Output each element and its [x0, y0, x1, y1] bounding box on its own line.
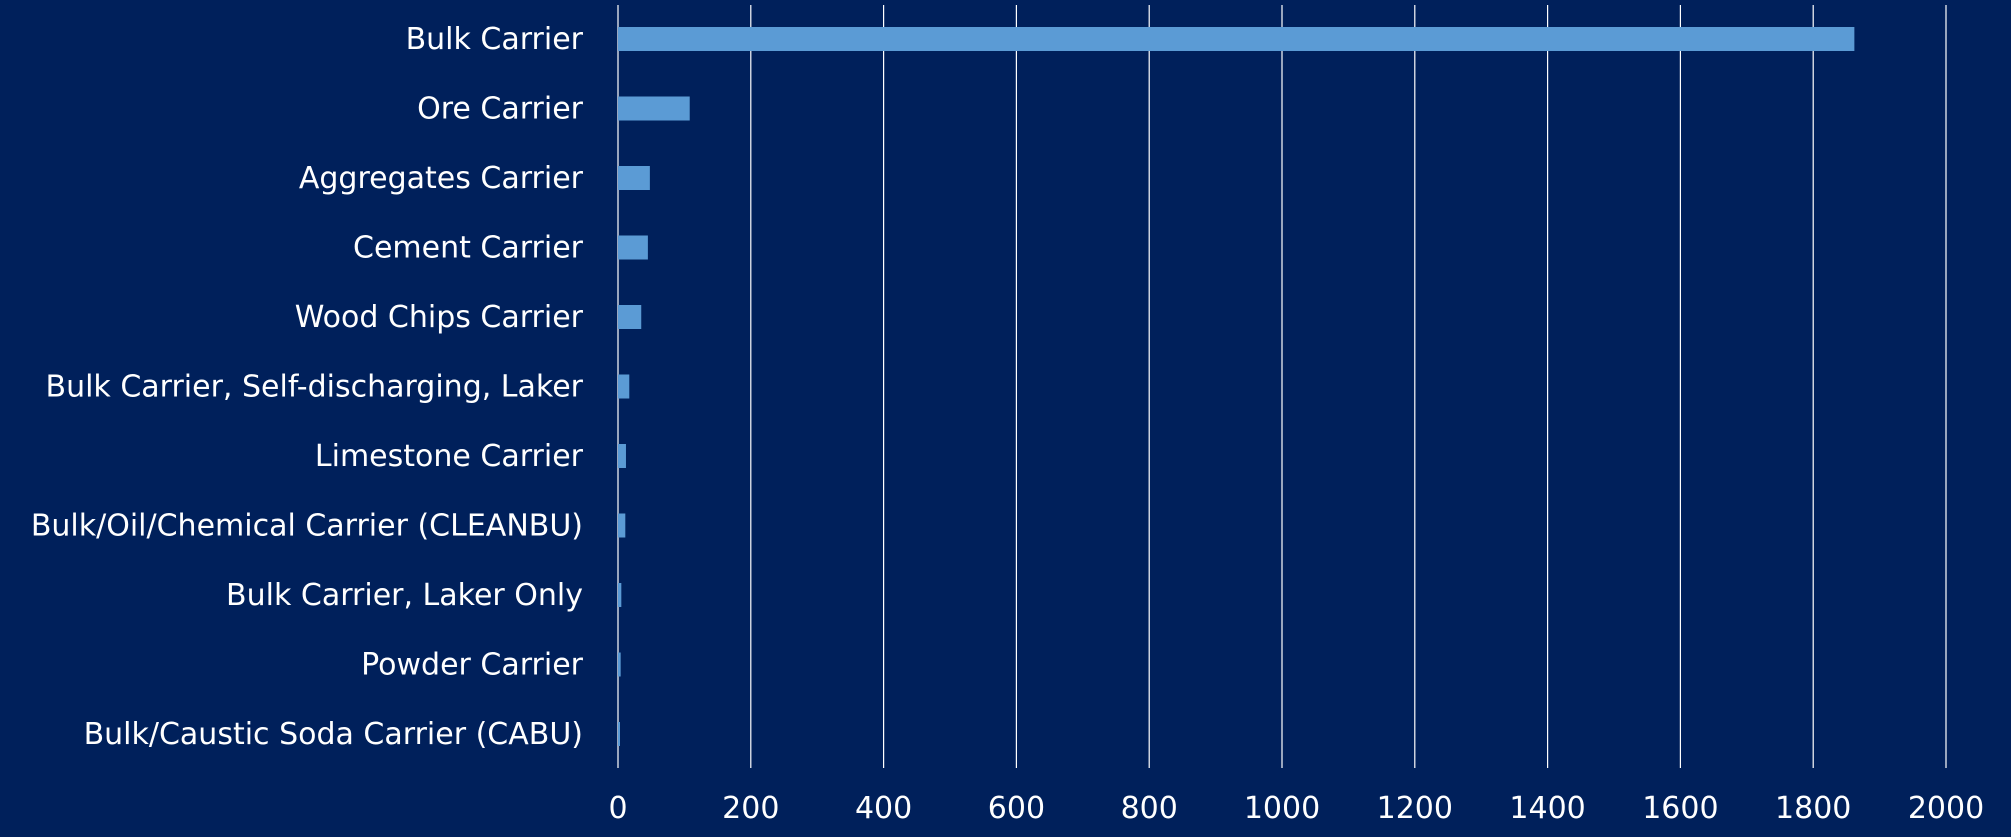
x-tick-label: 1800	[1775, 791, 1851, 826]
bar	[618, 513, 626, 538]
category-label: Bulk Carrier	[406, 22, 584, 57]
x-tick-label: 400	[855, 791, 912, 826]
x-tick-label: 2000	[1908, 791, 1984, 826]
gridlines	[617, 5, 1947, 768]
category-label: Bulk Carrier, Self-discharging, Laker	[46, 370, 584, 405]
x-tick-label: 1600	[1642, 791, 1718, 826]
bar	[618, 235, 648, 260]
bar	[618, 652, 621, 677]
x-tick-label: 1200	[1377, 791, 1453, 826]
category-labels: Bulk Carrier Ore Carrier Aggregates Carrie…	[31, 22, 584, 752]
x-tick-label: 600	[988, 791, 1045, 826]
category-label: Powder Carrier	[361, 648, 584, 683]
x-tick-label: 1400	[1509, 791, 1585, 826]
bars	[618, 27, 1855, 746]
category-label: Bulk Carrier, Laker Only	[226, 578, 583, 613]
x-tick-label: 1000	[1244, 791, 1320, 826]
category-label: Ore Carrier	[417, 92, 584, 127]
bar	[618, 583, 622, 607]
bar	[618, 96, 690, 121]
category-label: Cement Carrier	[353, 231, 584, 266]
x-tick-label: 800	[1121, 791, 1178, 826]
category-label: Wood Chips Carrier	[295, 300, 584, 335]
category-label: Aggregates Carrier	[299, 161, 584, 196]
bar	[618, 722, 620, 746]
x-tick-label: 0	[608, 791, 627, 826]
bar	[618, 444, 626, 468]
bar	[618, 305, 642, 329]
bar	[618, 374, 630, 399]
x-tick-label: 200	[722, 791, 779, 826]
category-label: Bulk/Oil/Chemical Carrier (CLEANBU)	[31, 509, 583, 544]
x-axis-tick-labels: 0 200 400 600 800 1000 1200 1400 1600 1800 2000	[608, 791, 1984, 826]
category-label: Limestone Carrier	[315, 439, 584, 474]
bar	[618, 27, 1855, 51]
bar	[618, 166, 650, 190]
category-label: Bulk/Caustic Soda Carrier (CABU)	[84, 717, 583, 752]
